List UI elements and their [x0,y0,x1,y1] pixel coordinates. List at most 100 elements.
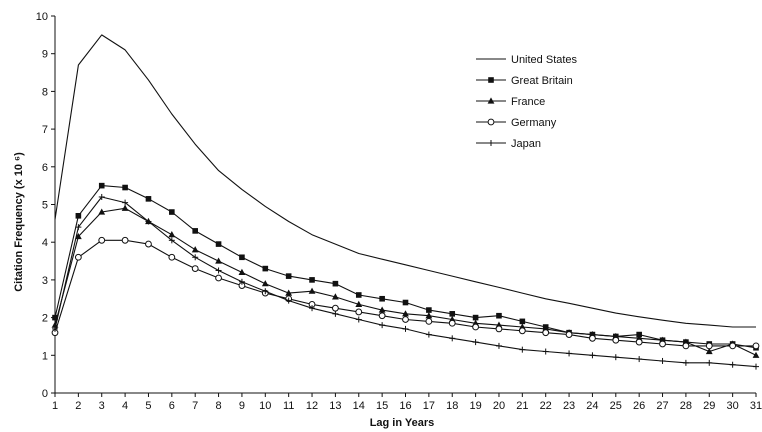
x-tick-label: 1 [52,400,58,412]
series-line-united-states [54,34,756,328]
data-point-great-britain [52,314,58,321]
data-point-germany [191,265,199,272]
data-point-france [98,208,106,215]
data-point-germany [448,319,456,327]
data-point-japan [168,237,175,244]
data-point-great-britain [496,312,502,319]
x-tick-label: 28 [680,400,692,412]
data-point-great-britain [285,273,292,279]
data-point-japan [612,354,619,361]
y-tick-label: 2 [42,313,48,325]
data-point-japan [98,193,105,200]
data-point-france [168,231,176,238]
data-point-japan [379,322,386,329]
data-point-france [74,232,82,240]
data-point-japan [192,254,199,261]
y-tick-label: 4 [42,237,48,249]
data-point-japan [332,310,339,317]
data-point-japan [519,346,526,353]
x-tick-label: 3 [99,400,105,412]
data-point-great-britain [402,299,409,306]
x-tick-label: 5 [145,400,151,412]
y-axis-label: Citation Frequency (x 10 ⁶) [13,152,25,292]
legend-label: France [511,96,545,108]
legend-item-united-states: United States [476,54,578,66]
data-point-germany [659,340,666,348]
data-point-germany [402,316,409,323]
data-point-france [425,312,433,319]
x-tick-label: 2 [75,400,81,412]
series-germany [51,236,760,350]
data-point-japan [355,316,362,323]
y-tick-label: 6 [42,162,48,174]
data-point-france [215,257,222,264]
legend-marker [487,118,495,126]
data-point-great-britain [379,295,385,302]
legend-label: Germany [511,117,557,129]
data-point-germany [705,342,713,350]
data-point-germany [589,334,596,342]
data-point-germany [518,327,526,335]
data-point-germany [355,308,363,316]
data-point-japan [309,305,316,312]
data-point-great-britain [215,241,222,247]
x-tick-label: 27 [656,400,668,412]
x-tick-label: 18 [446,400,458,412]
legend-label: United States [511,54,578,66]
data-point-great-britain [239,254,245,261]
data-point-germany [332,304,339,312]
data-point-germany [378,312,386,320]
legend-marker [488,140,494,146]
data-point-germany [635,338,643,346]
data-point-japan [636,356,643,363]
data-point-france [402,310,409,317]
series-group [51,34,760,370]
data-point-japan [472,339,479,346]
data-point-france [355,300,363,308]
data-point-japan [589,352,596,359]
data-point-japan [75,224,82,231]
data-point-japan [753,363,759,370]
data-point-germany [145,240,152,248]
x-tick-label: 17 [423,400,435,412]
y-tick-label: 5 [42,200,48,212]
data-point-france [378,306,386,313]
data-point-great-britain [355,292,362,298]
data-point-great-britain [262,265,269,272]
x-axis-label: Lag in Years [370,417,435,429]
data-point-great-britain [426,307,432,313]
series-united-states [54,34,756,328]
y-tick-label: 7 [42,124,48,136]
x-tick-label: 14 [353,400,365,412]
y-tick-label: 10 [36,11,48,23]
x-tick-label: 22 [540,400,552,412]
data-point-great-britain [145,196,152,202]
legend-item-france: France [476,96,545,108]
data-point-france [308,287,316,294]
data-point-great-britain [98,182,105,189]
x-tick-label: 16 [399,400,411,412]
data-point-japan [425,331,432,338]
x-tick-label: 19 [469,400,481,412]
y-tick-label: 0 [42,388,48,400]
x-tick-label: 6 [169,400,175,412]
legend: United States Great Britain France Germany J… [476,54,578,150]
data-point-france [191,246,199,253]
data-point-germany [729,342,737,350]
data-point-japan [402,325,409,332]
x-tick-label: 12 [306,400,318,412]
legend-marker [487,97,495,104]
data-point-great-britain [75,213,82,219]
legend-item-japan: Japan [476,138,541,150]
x-tick-label: 15 [376,400,388,412]
data-point-japan [729,361,736,368]
data-point-great-britain [122,184,128,191]
data-point-germany [495,325,503,333]
data-point-japan [706,359,713,366]
data-point-great-britain [309,277,315,283]
data-point-germany [565,331,573,338]
legend-label: Great Britain [511,75,573,87]
x-tick-label: 9 [239,400,245,412]
x-tick-label: 30 [727,400,739,412]
